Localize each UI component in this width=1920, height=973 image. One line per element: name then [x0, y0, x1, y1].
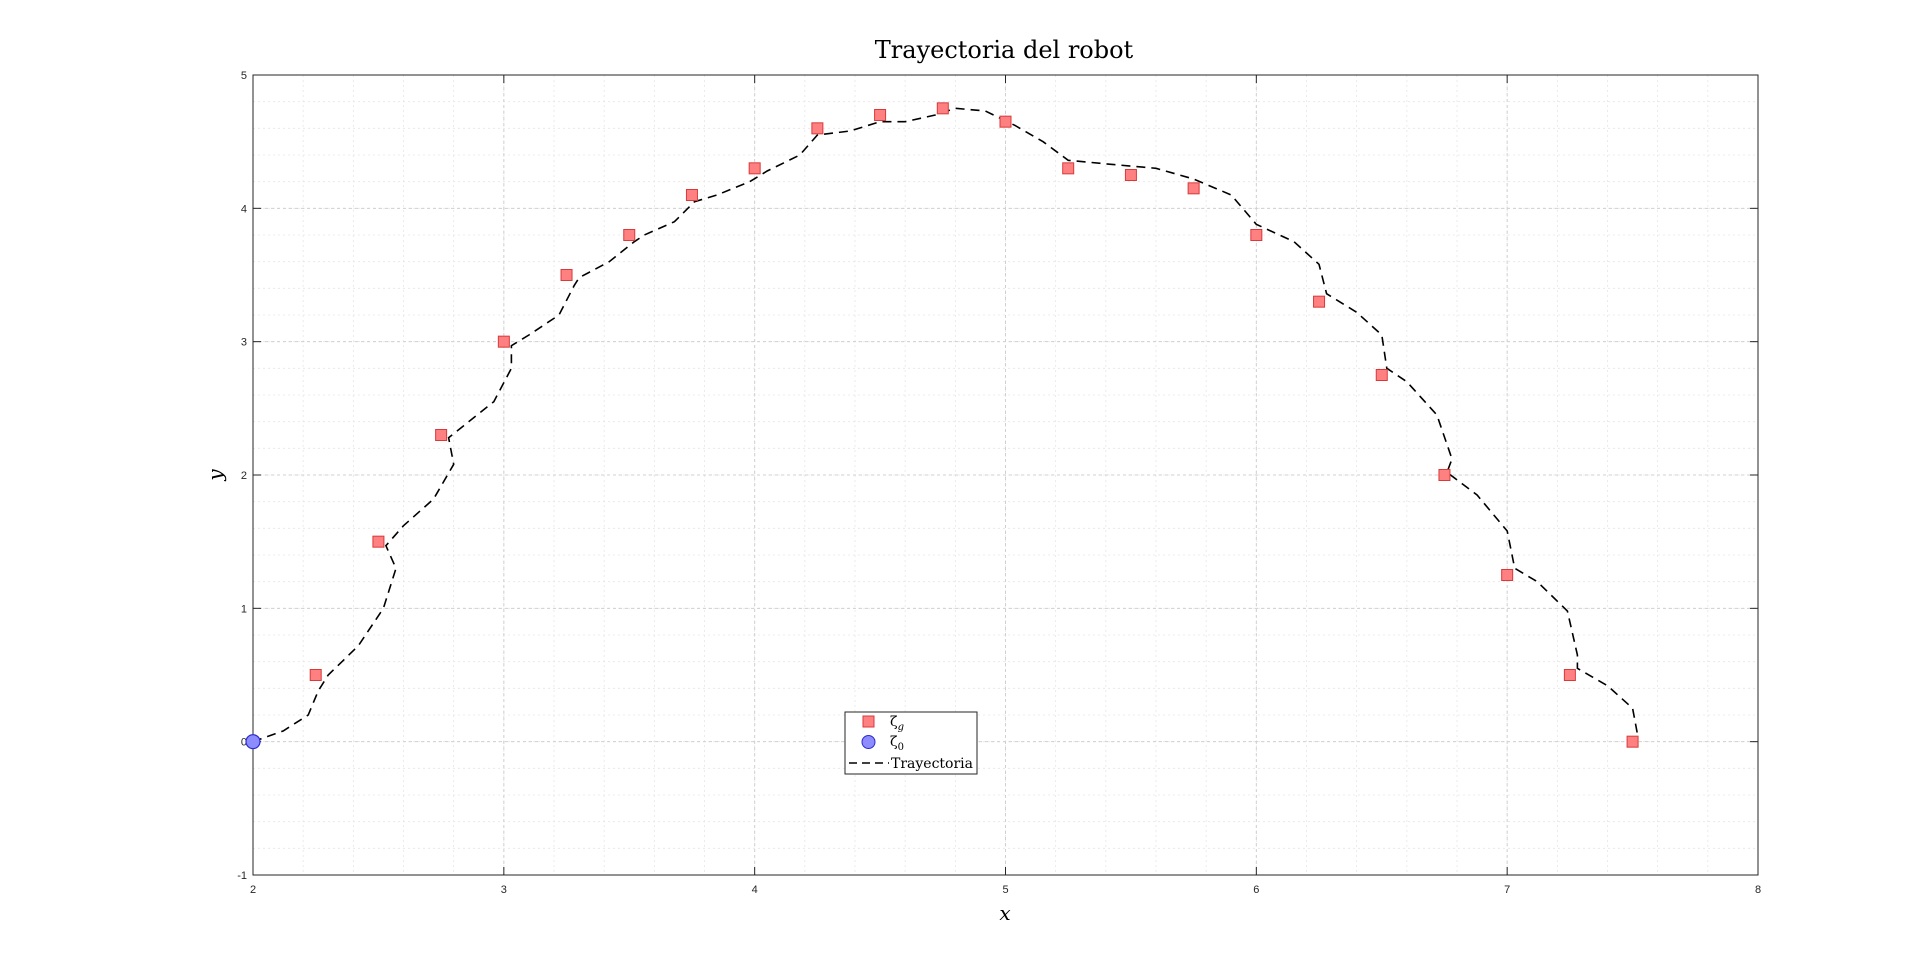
- y-axis-label: y: [203, 469, 227, 482]
- goal-point-marker: [497, 335, 510, 348]
- chart-title: Trayectoria del robot: [875, 36, 1134, 64]
- goal-point-marker: [874, 109, 887, 121]
- y-tick-label: 1: [241, 603, 247, 615]
- goal-point-marker: [1501, 569, 1514, 581]
- goal-point-marker: [1250, 229, 1263, 241]
- x-tick-label: 7: [1504, 884, 1510, 896]
- y-tick-label: 2: [241, 470, 247, 482]
- goal-point-marker: [1626, 735, 1639, 748]
- goal-point-marker: [560, 269, 573, 281]
- x-tick-label: 6: [1253, 884, 1259, 896]
- legend: ζg ζ0 Trayectoria: [844, 711, 978, 775]
- y-tick-label: -1: [237, 870, 247, 882]
- goal-point-marker: [999, 115, 1012, 128]
- goal-point-marker: [1187, 182, 1200, 195]
- x-tick-label: 5: [1002, 884, 1008, 896]
- legend-square-marker-icon: [862, 715, 875, 728]
- legend-circle-marker-icon: [861, 735, 876, 749]
- x-tick-label: 2: [250, 884, 256, 896]
- y-axis: -1 0 1 2 3 4 5: [237, 70, 1758, 882]
- goal-point-marker: [1375, 369, 1388, 381]
- goal-point-marker: [811, 122, 824, 135]
- x-tick-label: 8: [1755, 884, 1761, 896]
- x-tick-label: 4: [752, 884, 758, 896]
- goal-point-marker: [1062, 162, 1075, 175]
- x-axis: 2 3 4 5 6 7 8: [250, 75, 1761, 896]
- legend-entry-trajectory: Trayectoria: [891, 756, 973, 772]
- goal-point-marker: [623, 229, 636, 241]
- goal-point-marker: [1313, 295, 1326, 308]
- series-layer: [245, 102, 1639, 750]
- goal-point-marker: [936, 102, 949, 115]
- y-tick-label: 3: [241, 337, 247, 349]
- goal-point-marker: [372, 535, 385, 548]
- goal-point-marker: [1124, 169, 1137, 181]
- y-tick-label: 4: [241, 203, 247, 215]
- goal-point-marker: [1563, 669, 1576, 681]
- goal-point-marker: [748, 162, 761, 175]
- x-axis-label: x: [999, 901, 1010, 925]
- trajectory-line: [252, 107, 1639, 743]
- x-tick-label: 3: [501, 884, 507, 896]
- y-tick-label: 5: [241, 70, 247, 82]
- goal-point-marker: [685, 189, 698, 201]
- y-tick-label: 0: [241, 737, 247, 749]
- goal-point-marker: [1438, 469, 1451, 481]
- goal-point-marker: [309, 669, 322, 681]
- start-point-marker: [245, 734, 261, 750]
- goal-point-marker: [435, 429, 448, 441]
